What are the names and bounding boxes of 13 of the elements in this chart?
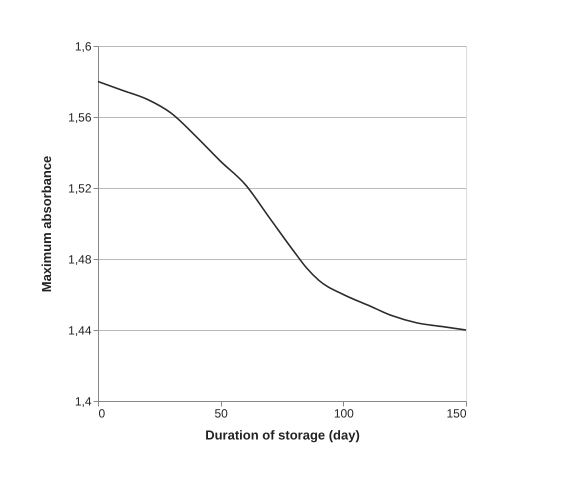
y-tick-label: 1,6 <box>74 40 92 54</box>
x-axis-title: Duration of storage (day) <box>205 428 360 442</box>
y-tick-label: 1,56 <box>68 110 92 124</box>
line-series <box>97 80 467 331</box>
x-tick-label: 150 <box>446 406 467 420</box>
y-tick-label: 1,48 <box>68 252 92 266</box>
y-tick-label: 1,44 <box>68 324 92 338</box>
x-tick-label: 100 <box>334 406 354 420</box>
y-tick-label: 1,52 <box>68 182 92 196</box>
y-tick-label: 1,4 <box>74 394 92 408</box>
x-tick-label: 0 <box>98 406 106 420</box>
y-axis-title: Maximum absorbance <box>39 156 54 292</box>
x-tick-label: 50 <box>214 406 228 420</box>
